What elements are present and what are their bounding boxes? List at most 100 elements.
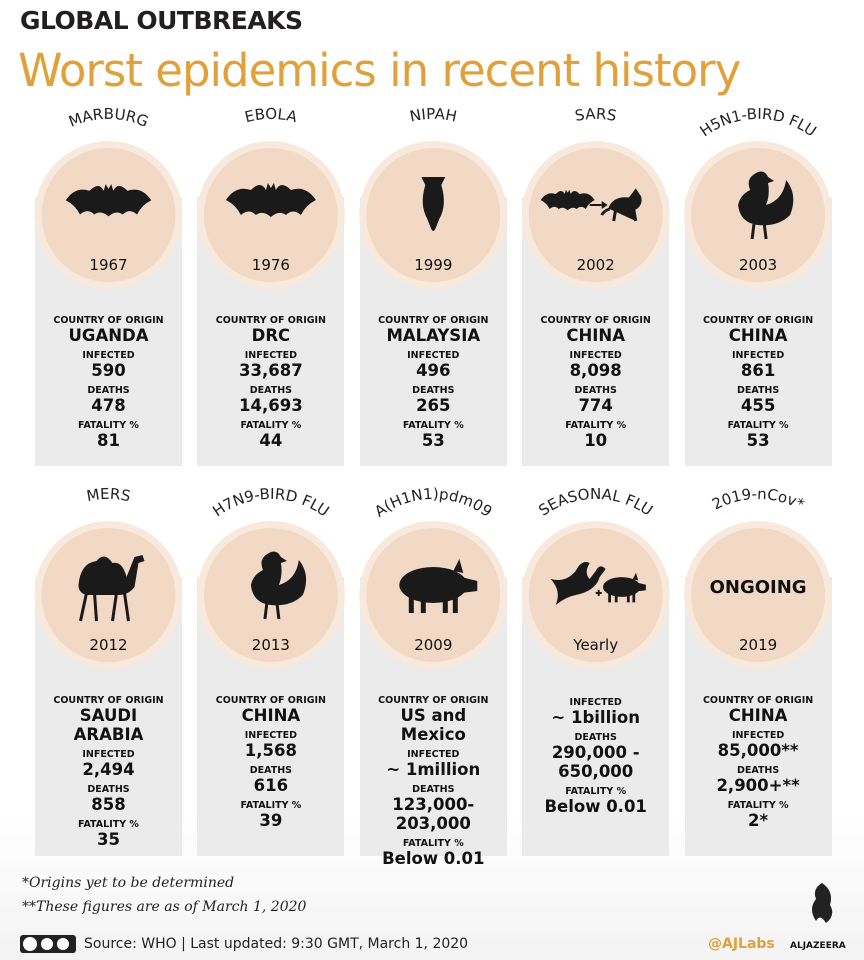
stat-value: CHINA: [566, 326, 625, 345]
stats: COUNTRY OF ORIGIN CHINA INFECTED 8,098 DEATH…: [522, 315, 669, 455]
card-name: EBOLA: [243, 105, 300, 126]
stat-value: ~ 1million: [386, 760, 481, 779]
stats: COUNTRY OF ORIGIN MALAYSIA INFECTED 496 DEAT…: [360, 315, 507, 455]
stat-value: UGANDA: [68, 326, 149, 345]
icon-part: [750, 222, 768, 240]
icon-part: [250, 551, 307, 606]
icon-part: [263, 602, 281, 620]
stat-label: INFECTED: [82, 350, 135, 361]
stat-label: INFECTED: [569, 350, 622, 361]
stat-label: INFECTED: [82, 749, 135, 760]
stat-label: FATALITY %: [240, 800, 302, 811]
stat-label: COUNTRY OF ORIGIN: [540, 315, 651, 326]
stat-label: DEATHS: [249, 385, 293, 396]
stat-value: 496: [416, 361, 451, 380]
icon: [399, 559, 478, 613]
stat-value: 81: [97, 431, 120, 450]
year: 1967: [89, 256, 127, 274]
stat-label: COUNTRY OF ORIGIN: [702, 695, 814, 706]
stat-label: FATALITY %: [240, 420, 302, 431]
stat-value: 53: [746, 431, 770, 450]
icon-part: [225, 183, 316, 217]
card-name-path: MERS: [85, 485, 132, 505]
circle: [528, 528, 663, 662]
stat-label: DEATHS: [412, 385, 455, 396]
stat-label: INFECTED: [731, 350, 785, 361]
stat-label: FATALITY %: [565, 786, 627, 797]
card-name: MERS: [85, 485, 132, 505]
handle: @AJLabs: [708, 936, 775, 952]
card-name: A(H1N1)pdm09: [371, 485, 495, 521]
card-name-path: SEASONAL FLU: [535, 485, 656, 520]
icon-part: [601, 201, 608, 209]
note: *Origins yet to be determined: [22, 875, 235, 891]
icon: [65, 184, 152, 217]
card-name: SEASONAL FLU: [535, 485, 656, 520]
brand: ALJAZEERA: [790, 941, 846, 951]
stat-value: CHINA: [728, 706, 788, 725]
icon: [550, 562, 646, 605]
stat-value: 85,000**: [717, 741, 799, 760]
icon: [540, 188, 642, 222]
stat-value: 2,900+**: [716, 776, 800, 795]
stat-label: DEATHS: [87, 784, 130, 795]
icon: [225, 183, 316, 217]
stats: COUNTRY OF ORIGIN CHINA INFECTED 85,000** DE…: [685, 695, 832, 835]
icon-part: [600, 188, 642, 222]
icon-part: [603, 572, 646, 603]
icon: [250, 551, 307, 620]
year: 1976: [252, 256, 290, 274]
icon: [78, 555, 145, 622]
card-name: NIPAH: [408, 105, 458, 126]
card-name: MARBURG: [66, 105, 151, 131]
stat-value: Below 0.01: [382, 849, 485, 868]
kicker: GLOBAL OUTBREAKS: [20, 6, 303, 35]
stat-label: DEATHS: [249, 765, 293, 776]
stat-value: 33,687: [239, 361, 303, 380]
stat-value: 861: [740, 361, 776, 380]
year: 2009: [414, 636, 452, 654]
stat-label: DEATHS: [736, 765, 780, 776]
card-name: H5N1-BIRD FLU: [697, 105, 820, 141]
title: Worst epidemics in recent history: [18, 44, 741, 97]
icon-part: [399, 567, 468, 603]
stat-value: 53: [421, 431, 445, 450]
card-name-path: 2019-nCov*: [709, 485, 807, 514]
year: 2003: [739, 256, 777, 274]
stat-value: 590: [91, 361, 126, 380]
stat-value: 774: [578, 396, 613, 415]
stat-label: COUNTRY OF ORIGIN: [702, 315, 814, 326]
stat-label: DEATHS: [87, 385, 130, 396]
icon-part: [408, 597, 458, 613]
year: 2019: [739, 636, 777, 654]
stat-label: DEATHS: [574, 385, 617, 396]
card-name-path: SARS: [573, 105, 618, 125]
stat-value: 35: [97, 830, 120, 849]
stats: COUNTRY OF ORIGIN CHINA INFECTED 1,568 DEATH…: [197, 695, 344, 835]
icon: [421, 177, 446, 231]
stat-label: FATALITY %: [78, 420, 139, 431]
stat-value: SAUDI ARABIA: [73, 706, 144, 744]
stat-value: 123,000-203,000: [392, 795, 475, 833]
stat-value: 478: [91, 396, 126, 415]
stat-value: 616: [253, 776, 289, 795]
icon: [738, 171, 794, 240]
stat-label: DEATHS: [412, 784, 455, 795]
stat-value: 2*: [748, 811, 769, 830]
card-name: H7N9-BIRD FLU: [209, 485, 332, 521]
stat-value: 1,568: [244, 741, 297, 760]
stat-label: DEATHS: [574, 732, 617, 743]
icon-part: [453, 559, 478, 593]
stat-label: FATALITY %: [402, 420, 464, 431]
stat-value: ~ 1billion: [551, 708, 640, 727]
icon-part: [632, 572, 646, 592]
stat-value: Below 0.01: [544, 797, 647, 816]
card-name: SARS: [573, 105, 618, 125]
icon-part: [608, 593, 636, 603]
stat-value: 455: [740, 396, 776, 415]
stat-value: 2,494: [82, 760, 135, 779]
year: 2013: [252, 636, 290, 654]
year: 2002: [577, 256, 615, 274]
stat-value: 39: [259, 811, 283, 830]
